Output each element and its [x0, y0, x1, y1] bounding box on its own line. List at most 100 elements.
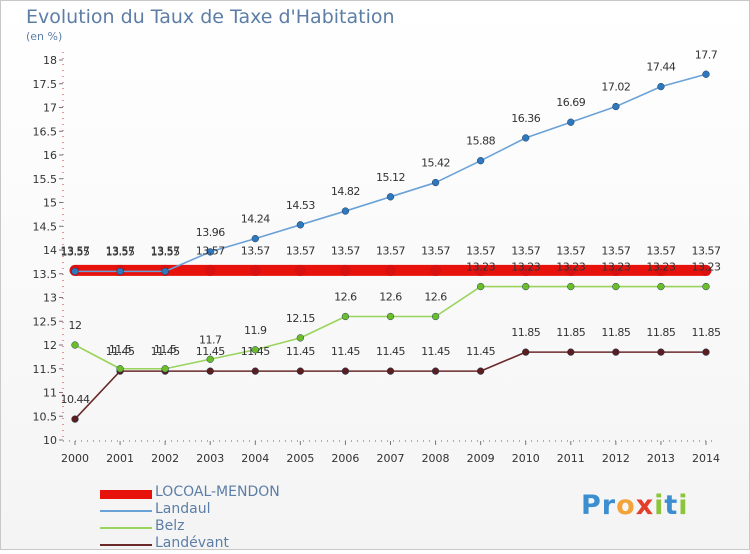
- data-label: 12.6: [424, 291, 447, 304]
- data-point: [612, 282, 620, 291]
- data-label: 13.57: [556, 244, 585, 257]
- y-tick-label: 16: [43, 149, 57, 162]
- data-point: [161, 267, 169, 276]
- legend-item: Landévant: [100, 535, 360, 554]
- data-point: [341, 312, 350, 321]
- logo-letter: x: [635, 490, 655, 521]
- data-label: 14.53: [286, 199, 315, 212]
- y-tick-label: 17: [43, 102, 57, 115]
- x-tick-label: 2011: [557, 452, 585, 465]
- legend-item: Belz: [100, 518, 360, 537]
- y-tick-label: 14.5: [33, 220, 58, 233]
- data-label: 13.55: [106, 245, 135, 258]
- data-label: 13.57: [286, 244, 315, 257]
- logo-letter: i: [654, 490, 665, 521]
- series-line-landévant: [74, 351, 706, 420]
- data-label: 15.12: [376, 171, 405, 184]
- data-label: 13.23: [556, 261, 585, 274]
- legend-label: Landévant: [155, 535, 229, 551]
- data-point: [386, 193, 395, 201]
- y-tick-label: 13.5: [33, 268, 58, 281]
- data-point: [522, 134, 530, 142]
- data-label: 13.57: [331, 244, 360, 257]
- data-label: 13.57: [241, 244, 270, 257]
- data-point: [296, 221, 305, 229]
- x-tick-label: 2002: [151, 452, 179, 465]
- data-label: 17.7: [695, 48, 718, 61]
- data-point: [657, 82, 665, 91]
- data-point: [567, 348, 575, 356]
- data-label: 13.23: [601, 261, 630, 274]
- legend-label: Landaul: [155, 501, 211, 517]
- data-label: 13.23: [646, 261, 675, 274]
- y-tick-label: 10.5: [33, 410, 58, 423]
- data-point: [71, 415, 79, 423]
- data-label: 11.45: [151, 345, 180, 358]
- data-point: [71, 341, 79, 349]
- chart-title: Evolution du Taux de Taxe d'Habitation: [26, 6, 395, 28]
- data-label: 13.57: [601, 244, 630, 257]
- y-tick-label: 11.5: [33, 363, 58, 376]
- data-label: 13.57: [646, 244, 675, 257]
- data-label: 11.85: [646, 326, 675, 339]
- data-point: [386, 312, 395, 321]
- data-label: 11.45: [196, 345, 225, 358]
- chart-subtitle: (en %): [26, 30, 63, 43]
- data-label: 12: [69, 319, 82, 332]
- data-label: 12.15: [286, 312, 315, 325]
- data-point: [249, 264, 261, 276]
- data-point: [522, 282, 530, 291]
- data-point: [431, 312, 440, 321]
- legend-swatch: [100, 544, 152, 546]
- y-tick-label: 17.5: [33, 78, 58, 91]
- chart-legend: LOCOAL-MENDON Landaul Belz Landévant: [100, 484, 360, 554]
- data-point: [161, 365, 169, 373]
- x-tick-label: 2010: [512, 452, 540, 465]
- data-label: 13.23: [466, 261, 495, 274]
- data-label: 11.7: [199, 333, 222, 346]
- logo-letter: t: [664, 490, 679, 521]
- x-tick-label: 2008: [422, 452, 450, 465]
- data-label: 10.44: [61, 393, 90, 406]
- legend-swatch: [100, 510, 152, 512]
- data-label: 11.45: [466, 345, 495, 358]
- data-label: 14.24: [241, 213, 270, 226]
- y-tick-label: 18: [43, 54, 57, 67]
- data-point: [116, 365, 124, 373]
- logo-letter: i: [678, 490, 689, 521]
- data-point: [116, 267, 124, 276]
- data-point: [296, 367, 305, 375]
- y-tick-label: 13: [43, 292, 57, 305]
- y-tick-label: 15.5: [33, 173, 58, 186]
- y-tick-label: 12.5: [33, 315, 58, 328]
- data-label: 13.57: [466, 244, 495, 257]
- data-point: [251, 367, 259, 375]
- data-label: 14.82: [331, 185, 360, 198]
- data-point: [657, 348, 665, 356]
- data-point: [431, 178, 440, 187]
- data-label: 12.6: [379, 291, 402, 304]
- data-label: 11.85: [511, 326, 540, 339]
- data-label: 17.02: [601, 81, 630, 94]
- y-tick-label: 11: [43, 387, 57, 400]
- data-label: 13.57: [692, 244, 721, 257]
- logo-letter: P: [581, 490, 602, 521]
- data-label: 11.45: [286, 345, 315, 358]
- data-point: [296, 334, 305, 342]
- data-point: [386, 367, 395, 375]
- data-point: [339, 264, 351, 276]
- data-point: [206, 367, 214, 375]
- chart-data-labels: 13.57 13.57 13.57 13.57 13.57 13.57 13.57 13.57…: [61, 48, 722, 406]
- data-label: 11.9: [244, 324, 267, 337]
- data-point: [476, 282, 485, 291]
- x-tick-label: 2006: [331, 452, 359, 465]
- x-tick-label: 2012: [602, 452, 630, 465]
- data-point: [565, 264, 577, 276]
- data-label: 13.57: [61, 244, 90, 257]
- x-tick-label: 2004: [241, 452, 269, 465]
- data-label: 13.57: [511, 244, 540, 257]
- x-tick-label: 2014: [692, 452, 720, 465]
- data-point: [567, 282, 575, 291]
- data-label: 13.57: [106, 244, 135, 257]
